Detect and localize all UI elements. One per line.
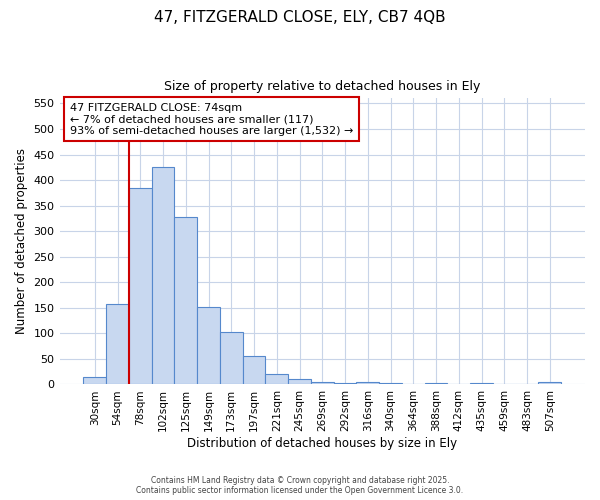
Bar — [106, 304, 129, 384]
Text: 47, FITZGERALD CLOSE, ELY, CB7 4QB: 47, FITZGERALD CLOSE, ELY, CB7 4QB — [154, 10, 446, 25]
Bar — [425, 383, 448, 384]
Bar — [197, 307, 220, 384]
Bar — [288, 380, 311, 384]
Bar — [83, 377, 106, 384]
Bar — [265, 374, 288, 384]
Text: 47 FITZGERALD CLOSE: 74sqm
← 7% of detached houses are smaller (117)
93% of semi: 47 FITZGERALD CLOSE: 74sqm ← 7% of detac… — [70, 102, 353, 136]
Bar — [220, 332, 242, 384]
Bar — [334, 383, 356, 384]
Title: Size of property relative to detached houses in Ely: Size of property relative to detached ho… — [164, 80, 481, 93]
Bar — [538, 382, 561, 384]
Bar — [242, 356, 265, 384]
Bar — [152, 168, 175, 384]
Bar — [356, 382, 379, 384]
X-axis label: Distribution of detached houses by size in Ely: Distribution of detached houses by size … — [187, 437, 457, 450]
Bar — [175, 217, 197, 384]
Bar — [129, 188, 152, 384]
Y-axis label: Number of detached properties: Number of detached properties — [15, 148, 28, 334]
Text: Contains HM Land Registry data © Crown copyright and database right 2025.
Contai: Contains HM Land Registry data © Crown c… — [136, 476, 464, 495]
Bar — [311, 382, 334, 384]
